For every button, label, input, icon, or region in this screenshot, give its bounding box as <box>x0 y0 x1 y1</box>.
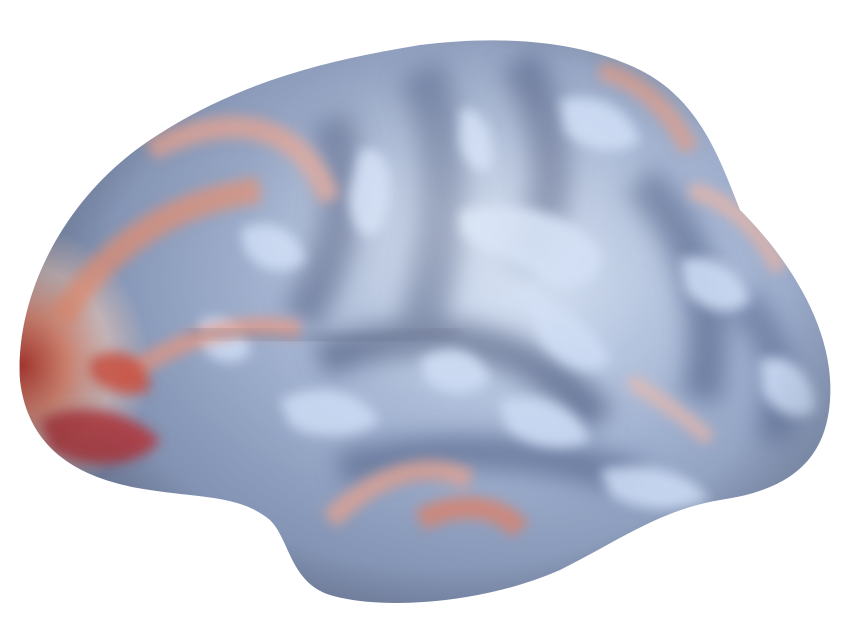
brain-surface-render <box>19 40 831 603</box>
surface-pattern <box>19 40 831 603</box>
canvas <box>19 40 831 603</box>
